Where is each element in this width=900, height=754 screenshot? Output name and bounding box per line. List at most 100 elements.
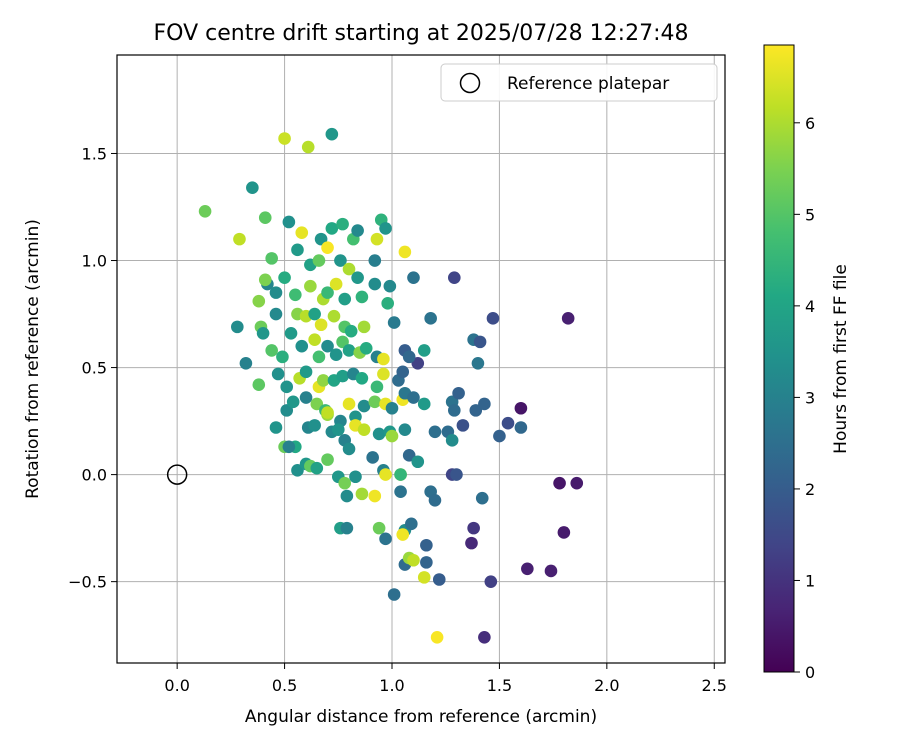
data-point-135 — [398, 423, 412, 436]
data-point-141 — [501, 416, 515, 430]
x-tick-label-3: 1.5 — [487, 676, 512, 695]
data-point-65 — [308, 333, 321, 347]
data-point-175 — [396, 528, 410, 541]
data-point-59 — [239, 356, 253, 370]
data-point-19 — [265, 252, 278, 265]
data-point-0 — [278, 132, 291, 145]
data-point-67 — [321, 339, 334, 353]
data-point-154 — [379, 468, 392, 481]
data-point-41 — [355, 290, 369, 304]
data-point-4 — [198, 204, 212, 218]
data-point-169 — [570, 476, 584, 490]
data-point-139 — [456, 419, 470, 432]
data-point-43 — [381, 297, 394, 310]
colorbar-tick-label-3: 3 — [805, 388, 815, 407]
data-point-95 — [402, 350, 416, 364]
data-point-70 — [342, 344, 356, 357]
data-point-192 — [478, 631, 491, 644]
colorbar-tick-label-5: 5 — [805, 205, 815, 224]
data-point-29 — [407, 271, 420, 284]
colorbar-label: Hours from first FF file — [831, 264, 851, 454]
legend-entry-reference: Reference platepar — [507, 74, 669, 94]
data-point-142 — [514, 421, 528, 434]
data-point-64 — [295, 339, 309, 353]
data-point-26 — [351, 271, 364, 284]
data-point-54 — [357, 320, 371, 334]
data-point-80 — [252, 378, 266, 391]
data-point-66 — [312, 350, 326, 364]
data-point-118 — [478, 397, 491, 411]
data-point-3 — [246, 181, 259, 195]
data-point-12 — [336, 217, 349, 231]
y-tick-label-0: −0.5 — [68, 573, 107, 592]
data-point-191 — [430, 631, 444, 644]
data-point-17 — [370, 232, 384, 246]
data-point-171 — [340, 521, 354, 535]
data-point-183 — [407, 553, 420, 567]
data-point-90 — [355, 371, 369, 385]
data-point-168 — [553, 476, 566, 490]
data-point-112 — [407, 391, 420, 404]
data-point-84 — [299, 365, 313, 379]
data-point-187 — [484, 575, 498, 588]
data-point-8 — [295, 226, 309, 239]
data-point-69 — [336, 335, 349, 349]
data-point-76 — [411, 356, 425, 370]
data-point-92 — [377, 367, 390, 381]
data-point-131 — [357, 423, 371, 436]
data-point-94 — [396, 365, 410, 379]
data-point-91 — [370, 380, 384, 394]
colorbar-tick-label-2: 2 — [805, 480, 815, 499]
colorbar-tick-label-4: 4 — [805, 297, 815, 316]
data-point-166 — [428, 493, 442, 507]
data-point-117 — [469, 404, 483, 417]
data-point-63 — [284, 327, 298, 340]
data-point-99 — [299, 391, 313, 404]
data-point-179 — [465, 536, 478, 550]
colorbar-tick-label-6: 6 — [805, 114, 815, 133]
data-point-33 — [258, 273, 272, 287]
data-point-96 — [471, 356, 485, 370]
data-point-190 — [387, 588, 401, 601]
data-point-10 — [314, 232, 328, 246]
data-point-148 — [321, 453, 334, 466]
data-point-129 — [342, 442, 356, 456]
data-point-82 — [280, 380, 294, 394]
data-point-162 — [355, 487, 369, 501]
data-point-119 — [514, 401, 528, 415]
data-point-189 — [544, 564, 558, 578]
data-point-22 — [312, 254, 326, 267]
data-point-113 — [417, 397, 431, 411]
data-point-100 — [310, 397, 324, 411]
data-point-136 — [428, 425, 442, 439]
data-point-151 — [349, 470, 362, 484]
x-tick-label-1: 0.5 — [272, 676, 297, 695]
data-point-115 — [448, 404, 461, 417]
data-point-62 — [276, 350, 289, 364]
x-tick-label-0: 0.0 — [164, 676, 189, 695]
data-point-161 — [340, 489, 354, 503]
data-point-74 — [377, 352, 390, 366]
data-point-116 — [452, 386, 465, 400]
data-point-167 — [475, 491, 489, 505]
data-point-184 — [420, 556, 433, 569]
data-point-180 — [557, 526, 571, 539]
data-point-107 — [368, 395, 382, 409]
colorbar-tick-label-1: 1 — [805, 571, 815, 590]
data-point-32 — [269, 286, 283, 299]
data-point-98 — [286, 395, 300, 409]
data-point-38 — [321, 286, 334, 299]
legend-reference-marker — [459, 72, 481, 94]
data-point-11 — [325, 222, 339, 235]
data-point-1 — [301, 140, 315, 154]
data-point-147 — [310, 461, 324, 475]
colorbar: Hours from first FF file 0 1 2 3 4 5 6 — [763, 44, 851, 682]
data-point-36 — [304, 279, 317, 293]
data-point-97 — [280, 404, 294, 417]
legend-box — [440, 63, 718, 102]
data-point-9 — [291, 243, 304, 257]
data-point-185 — [417, 571, 431, 584]
y-tick-label-1: 0.0 — [82, 466, 107, 485]
data-point-177 — [420, 538, 433, 552]
data-point-104 — [342, 397, 356, 411]
